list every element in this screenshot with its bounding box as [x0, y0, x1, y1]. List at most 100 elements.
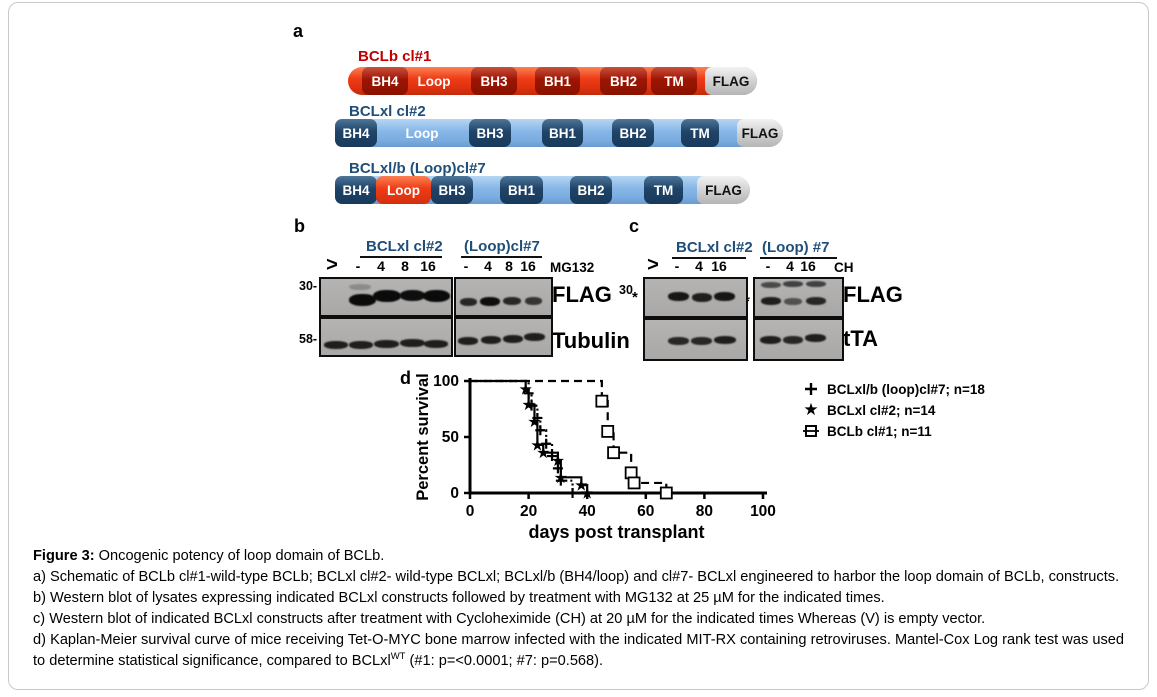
protein-band — [422, 289, 450, 302]
western-blot — [753, 318, 844, 361]
chart-text: 100 — [750, 503, 776, 520]
chart-text: ★ — [554, 470, 568, 487]
protein-band — [458, 337, 479, 346]
chart-shape — [627, 476, 641, 490]
protein-band — [503, 334, 523, 343]
chart-text: days post transplant — [528, 522, 704, 542]
lane-label: 16 — [800, 258, 816, 274]
construct-title: BCLxl cl#2 — [349, 103, 426, 120]
lane-label: 4 — [786, 258, 794, 274]
blot-row-label: tTA — [843, 326, 879, 351]
legend-label: BCLxl/b (loop)cl#7; n=18 — [827, 381, 985, 397]
chart-text: ★ — [527, 414, 541, 431]
lane-label: 16 — [711, 258, 727, 274]
protein-band — [760, 281, 781, 288]
lane-label: > — [647, 254, 659, 276]
segment-bh3: BH3 — [431, 176, 473, 204]
blot-group-title: (Loop) #7 — [762, 239, 830, 256]
blot-group-underline — [760, 257, 837, 259]
segment-bh3: BH3 — [469, 119, 511, 147]
segment-bh1: BH1 — [542, 119, 583, 147]
chart-text: ★ — [530, 437, 544, 454]
treatment-label: MG132 — [550, 260, 595, 275]
panel-c-label: c — [629, 216, 640, 236]
chart-text: ★ — [536, 445, 550, 462]
segment-bh4: BH4 — [335, 119, 377, 147]
chart-text: 80 — [696, 503, 713, 520]
segment-loop: Loop — [405, 125, 439, 141]
chart-text: 20 — [520, 503, 537, 520]
chart-text: Percent survival — [414, 373, 432, 501]
blot-row-label: FLAG — [843, 282, 903, 307]
protein-band — [783, 280, 804, 287]
lane-label: - — [674, 258, 680, 274]
protein-band — [459, 298, 477, 307]
blot-group-underline — [461, 256, 542, 258]
figure-border — [8, 2, 1149, 690]
legend-label: BCLb cl#1; n=11 — [827, 423, 932, 439]
chart-shape — [547, 451, 558, 462]
panel-b-label: b — [294, 216, 305, 236]
protein-band — [713, 336, 736, 345]
legend-row: ★ BCLxl cl#2; n=14 — [801, 400, 985, 420]
lane-label: 16 — [520, 258, 536, 274]
protein-band — [399, 339, 425, 348]
treatment-label: CH — [834, 260, 854, 275]
lane-label: - — [355, 258, 361, 274]
figure-caption: Figure 3: Oncogenic potency of loop doma… — [33, 546, 1124, 671]
panel-d-label: d — [400, 368, 411, 388]
caption-line-b: b) Western blot of lysates expressing in… — [33, 589, 885, 606]
legend-label: BCLxl cl#2; n=14 — [827, 402, 936, 418]
segment-bh2: BH2 — [600, 67, 647, 95]
protein-band — [524, 333, 546, 341]
protein-band — [805, 334, 827, 343]
caption-figure-number: Figure 3: — [33, 548, 95, 564]
chart-text: 60 — [637, 503, 654, 520]
legend-row: BCLb cl#1; n=11 — [801, 421, 985, 441]
blot-row-label: Tubulin — [552, 328, 630, 353]
protein-band — [714, 291, 736, 301]
protein-band — [373, 290, 402, 303]
protein-band — [399, 290, 425, 302]
lane-label: > — [326, 254, 338, 276]
chart-text: ★ — [551, 453, 565, 470]
construct-title: BCLxl/b (Loop)cl#7 — [349, 160, 486, 177]
western-blot — [643, 318, 748, 361]
chart-shape — [532, 412, 543, 423]
chart-text: 0 — [466, 503, 475, 520]
lane-label: 8 — [505, 258, 513, 274]
caption-line-d-stats: (#1: p=<0.0001; #7: p=0.568). — [405, 652, 604, 669]
construct-bar: BH4 Loop BH3 BH1 BH2 TM FLAG — [335, 119, 783, 147]
blot-group-underline — [672, 257, 746, 259]
protein-band — [805, 280, 826, 287]
protein-band — [760, 297, 781, 306]
legend-row: BCLxl/b (loop)cl#7; n=18 — [801, 379, 985, 399]
nonspecific-band-asterisk: * — [632, 289, 638, 306]
star-marker-icon: ★ — [803, 400, 819, 419]
chart-text: 0 — [450, 485, 459, 502]
protein-band — [691, 293, 712, 302]
square-marker-icon — [801, 423, 821, 439]
molecular-weight-label: 30 — [619, 283, 633, 297]
chart-legend: BCLxl/b (loop)cl#7; n=18 ★ BCLxl cl#2; n… — [801, 379, 985, 442]
chart-shape — [659, 486, 673, 500]
segment-tm: TM — [644, 176, 683, 204]
lane-label: 4 — [377, 258, 385, 274]
lane-label: 16 — [420, 258, 436, 274]
chart-text: ★ — [574, 478, 588, 495]
molecular-weight-label: 30- — [299, 279, 318, 293]
caption-line-d: d) Kaplan-Meier survival curve of mice r… — [33, 630, 1124, 672]
protein-band — [784, 298, 803, 306]
segment-flag: FLAG — [705, 67, 757, 95]
caption-line-d-text: d) Kaplan-Meier survival curve of mice r… — [33, 631, 1124, 669]
protein-band — [503, 297, 522, 306]
blot-group-title: (Loop)cl#7 — [464, 238, 540, 255]
western-blot — [643, 277, 748, 318]
segment-bh2: BH2 — [570, 176, 612, 204]
protein-band — [691, 337, 713, 346]
segment-tm: TM — [681, 119, 719, 147]
chart-shape — [470, 379, 574, 493]
segment-flag: FLAG — [697, 176, 750, 204]
chart-shape — [526, 400, 537, 411]
